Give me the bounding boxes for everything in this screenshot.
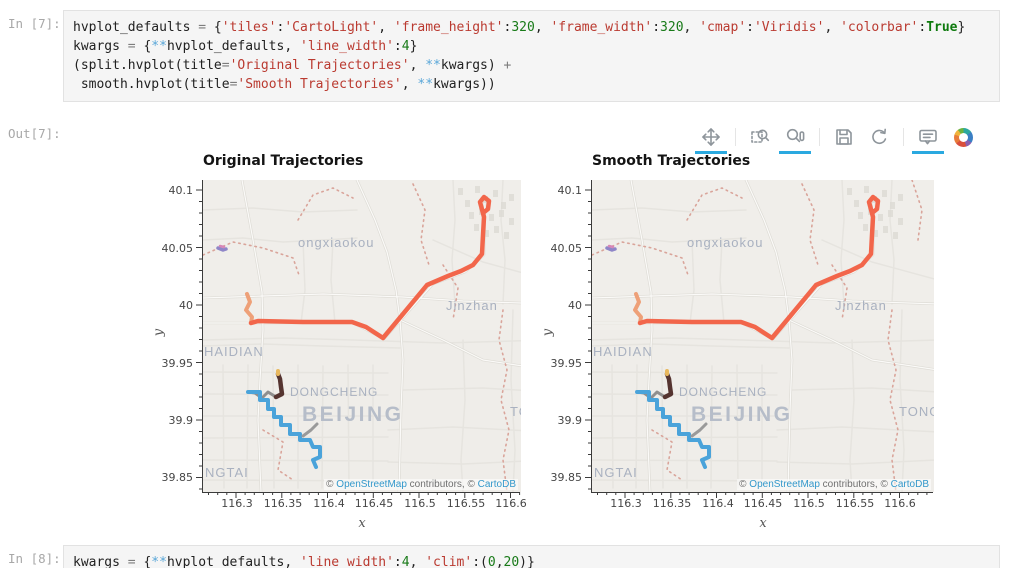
- osm-link[interactable]: OpenStreetMap: [749, 479, 820, 490]
- toolbar-separator: [903, 128, 904, 146]
- toolbar-separator: [819, 128, 820, 146]
- bokeh-logo-icon[interactable]: [952, 126, 974, 148]
- y-tick-label: 39.85: [161, 471, 194, 484]
- x-tick-label: 116.45: [743, 497, 783, 510]
- x-axis-label: x: [759, 516, 767, 531]
- y-tick-label: 40: [179, 299, 193, 312]
- map-label: TONGZHOU: [510, 404, 521, 419]
- hover-tool-icon[interactable]: [912, 126, 944, 154]
- y-tick-label: 39.9: [168, 414, 194, 427]
- y-tick-label: 40.1: [557, 184, 583, 197]
- plot-title: Original Trajectories: [203, 153, 364, 169]
- map-label: HAIDIAN: [204, 344, 264, 359]
- code-line: kwargs = {**hvplot_defaults, 'line_width…: [73, 39, 418, 54]
- x-axis-label: x: [358, 516, 366, 531]
- code-line: hvplot_defaults = {'tiles':'CartoLight',…: [73, 20, 966, 35]
- map-label: ongxiaokou: [298, 235, 375, 250]
- map-label: DONGCHENG: [290, 385, 378, 399]
- output-prompt-7: Out[7]:: [8, 126, 61, 141]
- y-axis-label: y: [151, 328, 167, 337]
- x-tick-label: 116.3: [221, 497, 253, 510]
- osm-link[interactable]: OpenStreetMap: [336, 479, 407, 490]
- code-cell-input-7[interactable]: hvplot_defaults = {'tiles':'CartoLight',…: [63, 10, 1000, 102]
- y-tick-label: 39.85: [550, 471, 583, 484]
- carto-link[interactable]: CartoDB: [890, 479, 929, 490]
- code-line: smooth.hvplot(title='Smooth Trajectories…: [80, 77, 496, 92]
- y-tick-label: 39.95: [550, 356, 583, 370]
- y-tick-label: 40.05: [161, 241, 194, 255]
- x-tick-label: 116.35: [652, 497, 692, 510]
- map-label: Jinzhan: [835, 298, 887, 313]
- y-axis-label: y: [540, 328, 556, 337]
- x-tick-label: 116.5: [793, 497, 825, 510]
- map-label: TONGZHOU: [899, 404, 934, 419]
- map-label: Jinzhan: [446, 298, 498, 313]
- y-tick-label: 39.95: [161, 356, 194, 370]
- map-label: ongxiaokou: [687, 235, 764, 250]
- x-tick-label: 116.4: [313, 497, 345, 510]
- y-tick-label: 40: [568, 299, 582, 312]
- map-label: NGTAI: [205, 465, 249, 480]
- y-tick-label: 39.9: [557, 414, 583, 427]
- map-canvas[interactable]: ongxiaokou Jinzhan HAIDIAN DONGCHENG BEIJING…: [203, 180, 521, 492]
- code-line: kwargs = {**hvplot_defaults, 'line_width…: [73, 555, 535, 568]
- bokeh-toolbar: [695, 121, 974, 154]
- code-cell-input-8[interactable]: kwargs = {**hvplot_defaults, 'line_width…: [63, 545, 1000, 568]
- input-prompt-7: In [7]:: [8, 16, 61, 31]
- x-tick-label: 116.35: [263, 497, 303, 510]
- x-tick-label: 116.4: [702, 497, 734, 510]
- input-prompt-8: In [8]:: [8, 551, 61, 566]
- x-tick-label: 116.3: [610, 497, 642, 510]
- x-tick-label: 116.6: [495, 497, 527, 510]
- x-tick-label: 116.55: [835, 497, 875, 510]
- x-tick-label: 116.6: [884, 497, 916, 510]
- wheel-zoom-tool-icon[interactable]: [779, 126, 811, 154]
- box-zoom-tool-icon[interactable]: [749, 126, 771, 148]
- reset-tool-icon[interactable]: [868, 126, 890, 148]
- plot-title: Smooth Trajectories: [592, 153, 751, 169]
- map-canvas[interactable]: ongxiaokou Jinzhan HAIDIAN DONGCHENG BEIJING…: [592, 180, 934, 492]
- x-tick-label: 116.5: [404, 497, 436, 510]
- y-tick-label: 40.05: [550, 241, 583, 255]
- y-tick-label: 40.1: [168, 184, 194, 197]
- x-tick-label: 116.45: [354, 497, 394, 510]
- map-label: NGTAI: [594, 465, 638, 480]
- code-line: (split.hvplot(title='Original Trajectori…: [73, 58, 512, 73]
- map-label: HAIDIAN: [593, 344, 653, 359]
- map-attribution: © OpenStreetMap contributors, © CartoDB: [324, 479, 518, 490]
- pan-tool-icon[interactable]: [695, 126, 727, 154]
- map-attribution: © OpenStreetMap contributors, © CartoDB: [737, 479, 931, 490]
- save-tool-icon[interactable]: [833, 126, 855, 148]
- map-label: DONGCHENG: [679, 385, 767, 399]
- x-tick-label: 116.55: [446, 497, 486, 510]
- toolbar-separator: [735, 128, 736, 146]
- carto-link[interactable]: CartoDB: [477, 479, 516, 490]
